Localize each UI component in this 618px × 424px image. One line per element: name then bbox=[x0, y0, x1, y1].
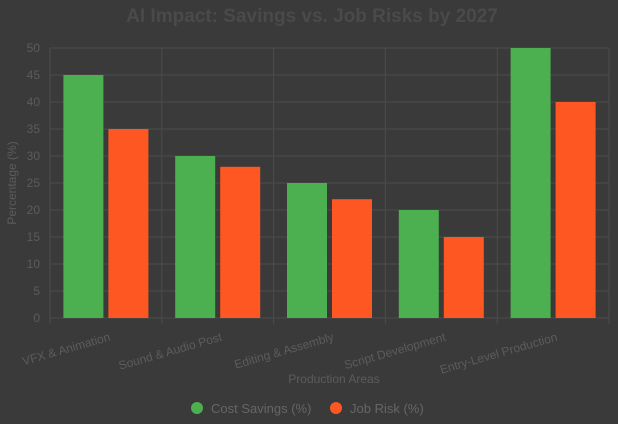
bar-job-risk[interactable] bbox=[220, 166, 261, 318]
y-tick-label: 50 bbox=[27, 41, 41, 55]
x-tick-label: Script Development bbox=[343, 330, 448, 373]
x-tick-label: Entry-Level Production bbox=[438, 330, 559, 377]
y-tick-label: 45 bbox=[27, 68, 41, 82]
legend[interactable]: Cost Savings (%) Job Risk (%) bbox=[191, 401, 424, 416]
y-tick-label: 40 bbox=[27, 95, 41, 109]
y-tick-label: 5 bbox=[33, 284, 40, 298]
y-tick-label: 10 bbox=[27, 257, 41, 271]
bar-cost-savings[interactable] bbox=[175, 156, 216, 318]
legend-item[interactable]: Job Risk (%) bbox=[330, 401, 424, 416]
bars bbox=[63, 48, 596, 318]
legend-swatch bbox=[330, 402, 342, 414]
chart-title: AI Impact: Savings vs. Job Risks by 2027 bbox=[126, 6, 498, 27]
bar-job-risk[interactable] bbox=[443, 237, 484, 318]
bar-cost-savings[interactable] bbox=[510, 48, 551, 318]
y-tick-label: 0 bbox=[33, 311, 40, 325]
legend-label: Cost Savings (%) bbox=[211, 401, 311, 416]
legend-swatch bbox=[191, 402, 203, 414]
bar-job-risk[interactable] bbox=[108, 129, 149, 318]
x-tick-label: Editing & Assembly bbox=[233, 330, 336, 372]
legend-item[interactable]: Cost Savings (%) bbox=[191, 401, 311, 416]
x-axis-ticks: VFX & Animation Sound & Audio Post Editing… bbox=[21, 330, 559, 377]
bar-cost-savings[interactable] bbox=[63, 75, 104, 318]
y-tick-label: 25 bbox=[27, 176, 41, 190]
bar-job-risk[interactable] bbox=[555, 102, 596, 318]
x-tick-label: Sound & Audio Post bbox=[117, 330, 224, 373]
x-tick-label: VFX & Animation bbox=[21, 330, 112, 368]
bar-cost-savings[interactable] bbox=[398, 210, 439, 318]
y-tick-label: 35 bbox=[27, 122, 41, 136]
y-axis-label: Percentage (%) bbox=[5, 141, 19, 224]
legend-label: Job Risk (%) bbox=[350, 401, 424, 416]
bar-cost-savings[interactable] bbox=[287, 183, 327, 318]
x-axis-label: Production Areas bbox=[288, 372, 379, 386]
y-tick-label: 30 bbox=[27, 149, 41, 163]
y-tick-label: 20 bbox=[27, 203, 41, 217]
bar-job-risk[interactable] bbox=[332, 199, 372, 318]
y-axis-ticks: 0 5 10 15 20 25 30 35 40 45 50 bbox=[27, 41, 41, 325]
y-tick-label: 15 bbox=[27, 230, 41, 244]
